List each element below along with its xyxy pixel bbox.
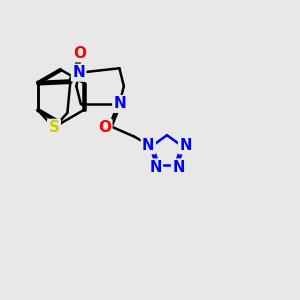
Text: N: N [142,138,154,153]
Text: N: N [172,160,185,175]
Text: S: S [49,120,59,135]
Text: O: O [73,46,86,61]
Text: N: N [72,65,85,80]
Text: N: N [149,160,162,175]
Text: N: N [179,138,192,153]
Text: O: O [98,120,111,135]
Text: N: N [114,96,126,111]
